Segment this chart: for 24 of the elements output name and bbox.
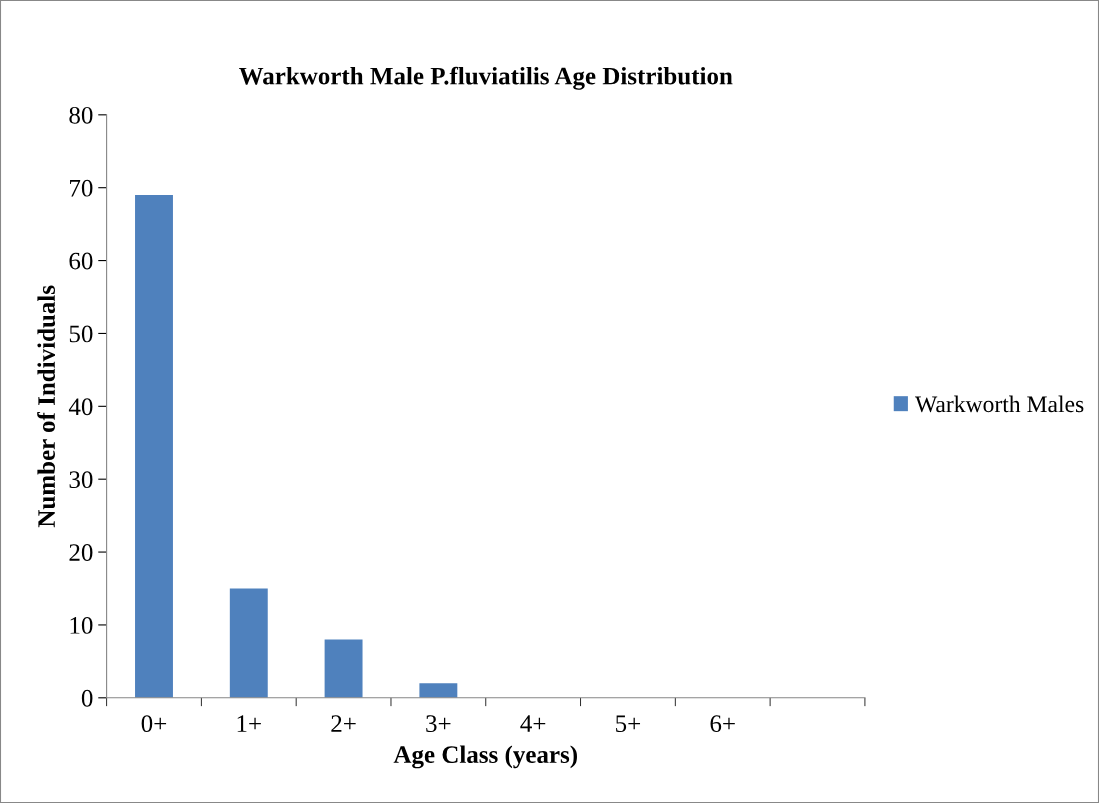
y-tick-label: 50	[69, 325, 93, 343]
x-tick-label: 6+	[710, 715, 735, 733]
x-tick-label: 2+	[331, 715, 356, 732]
x-tick-label: 5+	[616, 715, 641, 733]
x-axis-title: Age Class (years)	[393, 745, 577, 769]
x-tick-label: 3+	[426, 715, 451, 733]
legend-label: Warkworth Males	[915, 395, 1084, 413]
x-tick-label: 1+	[237, 715, 261, 732]
y-tick-label: 0	[81, 689, 93, 707]
y-tick-label: 70	[70, 179, 93, 197]
chart-title: Warkworth Male P.fluviatilis Age Distribution	[238, 66, 733, 90]
y-tick-label: 10	[70, 616, 93, 634]
y-tick-label: 40	[68, 398, 93, 416]
y-tick-label: 20	[69, 544, 93, 561]
bar	[324, 639, 363, 698]
bar	[229, 588, 268, 698]
y-tick-label: 60	[69, 252, 93, 270]
y-tick-label: 80	[69, 106, 93, 124]
y-tick-label: 30	[69, 471, 93, 489]
bar	[419, 683, 458, 698]
y-axis-title: Number of Individuals	[37, 285, 56, 528]
x-tick-label: 0+	[141, 715, 167, 733]
bar	[135, 194, 173, 698]
x-tick-label: 4+	[520, 715, 546, 732]
